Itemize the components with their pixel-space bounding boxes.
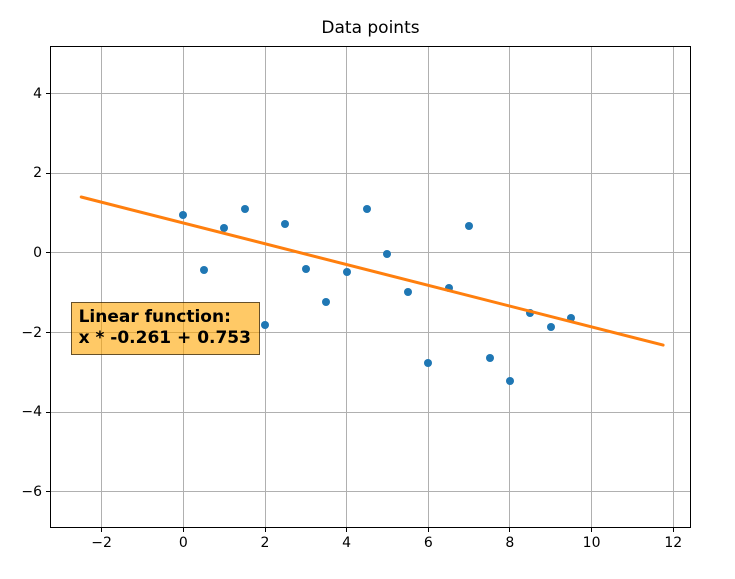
scatter-point <box>485 353 494 362</box>
x-gridline <box>672 47 674 527</box>
y-tickmark <box>46 252 50 254</box>
y-tickmark <box>46 332 50 334</box>
scatter-point <box>240 205 249 214</box>
x-gridline <box>427 47 429 527</box>
scatter-point <box>261 320 269 329</box>
x-tickmark <box>346 528 348 532</box>
y-gridline <box>51 172 690 174</box>
x-tickmark <box>427 528 429 532</box>
y-tick-label: −4 <box>21 404 42 421</box>
x-gridline <box>591 47 593 527</box>
x-tick-label: 4 <box>342 535 352 551</box>
annotation-box: Linear function: x * -0.261 + 0.753 <box>70 302 260 356</box>
scatter-point <box>567 314 576 323</box>
y-tick-label: −2 <box>21 324 42 341</box>
scatter-point <box>322 297 331 306</box>
chart-title: Data points <box>321 18 420 38</box>
scatter-point <box>199 265 208 274</box>
scatter-point <box>424 358 433 367</box>
scatter-point <box>546 323 555 332</box>
x-tickmark <box>509 528 511 532</box>
x-tickmark <box>101 528 103 532</box>
y-tickmark <box>46 93 50 95</box>
y-tick-label: 2 <box>33 165 42 182</box>
annotation-title: Linear function: <box>78 307 231 328</box>
scatter-point <box>342 267 351 276</box>
x-tickmark <box>264 528 266 532</box>
fit-line-layer <box>79 195 665 347</box>
y-gridline <box>51 252 690 254</box>
y-gridline <box>51 93 690 95</box>
x-tickmark <box>591 528 593 532</box>
x-gridline <box>264 47 266 527</box>
scatter-point <box>301 264 310 273</box>
scatter-point <box>383 249 392 258</box>
x-tick-label: −2 <box>91 535 112 551</box>
annotation-equation: x * -0.261 + 0.753 <box>78 328 251 349</box>
scatter-point <box>505 377 514 386</box>
y-tickmark <box>46 491 50 493</box>
scatter-point <box>363 205 371 214</box>
x-tick-label: 6 <box>423 535 433 551</box>
y-gridline <box>51 491 690 493</box>
y-tickmark <box>46 172 50 174</box>
x-gridline <box>182 47 184 527</box>
plot-area: Linear function: x * -0.261 + 0.753 <box>50 46 691 528</box>
fit-line <box>79 195 665 347</box>
y-gridline <box>51 411 690 413</box>
x-tick-label: 2 <box>260 535 270 551</box>
x-tick-label: 12 <box>664 535 683 551</box>
scatter-point <box>281 219 290 228</box>
scatter-point <box>220 224 229 233</box>
y-tick-label: −6 <box>21 483 42 500</box>
x-gridline <box>101 47 103 527</box>
y-gridline <box>51 332 690 334</box>
scatter-point <box>403 288 412 297</box>
y-tick-label: 0 <box>33 244 42 261</box>
scatter-point <box>444 284 453 293</box>
y-tick-label: 4 <box>33 85 42 102</box>
x-tickmark <box>672 528 674 532</box>
x-tick-label: 0 <box>178 535 188 551</box>
scatter-point <box>465 222 474 231</box>
x-tick-label: 8 <box>505 535 515 551</box>
x-gridline <box>346 47 348 527</box>
scatter-point <box>179 211 188 220</box>
y-tickmark <box>46 411 50 413</box>
x-tick-label: 10 <box>582 535 601 551</box>
x-tickmark <box>182 528 184 532</box>
x-gridline <box>509 47 511 527</box>
